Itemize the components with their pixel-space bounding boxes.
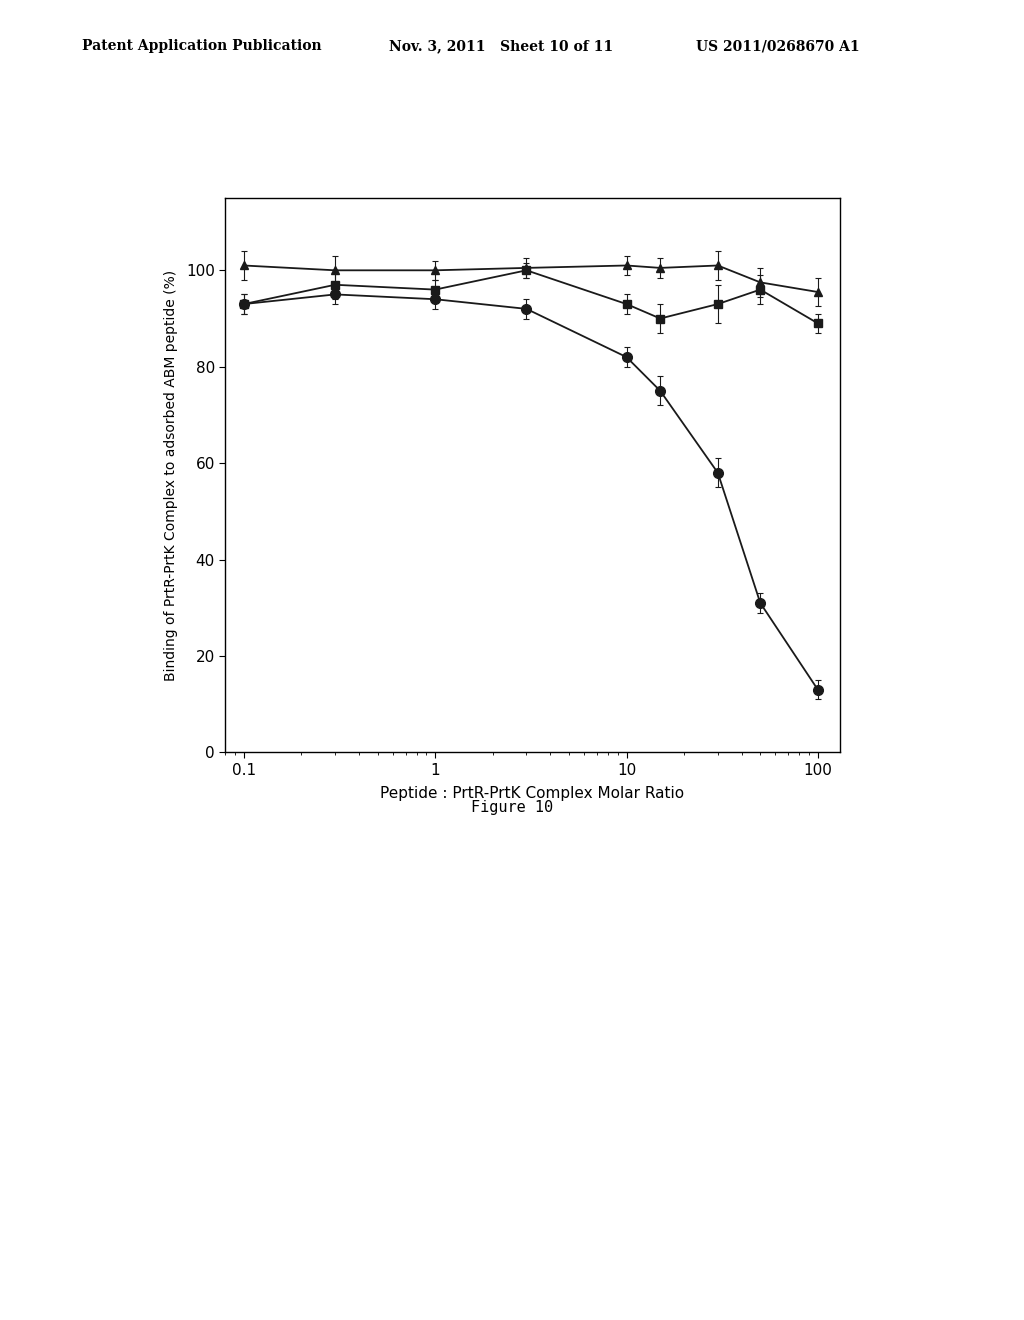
X-axis label: Peptide : PrtR-PrtK Complex Molar Ratio: Peptide : PrtR-PrtK Complex Molar Ratio bbox=[381, 787, 684, 801]
Text: Nov. 3, 2011   Sheet 10 of 11: Nov. 3, 2011 Sheet 10 of 11 bbox=[389, 40, 613, 53]
Text: Figure 10: Figure 10 bbox=[471, 800, 553, 814]
Y-axis label: Binding of PrtR-PrtK Complex to adsorbed ABM peptide (%): Binding of PrtR-PrtK Complex to adsorbed… bbox=[164, 269, 177, 681]
Text: US 2011/0268670 A1: US 2011/0268670 A1 bbox=[696, 40, 860, 53]
Text: Patent Application Publication: Patent Application Publication bbox=[82, 40, 322, 53]
